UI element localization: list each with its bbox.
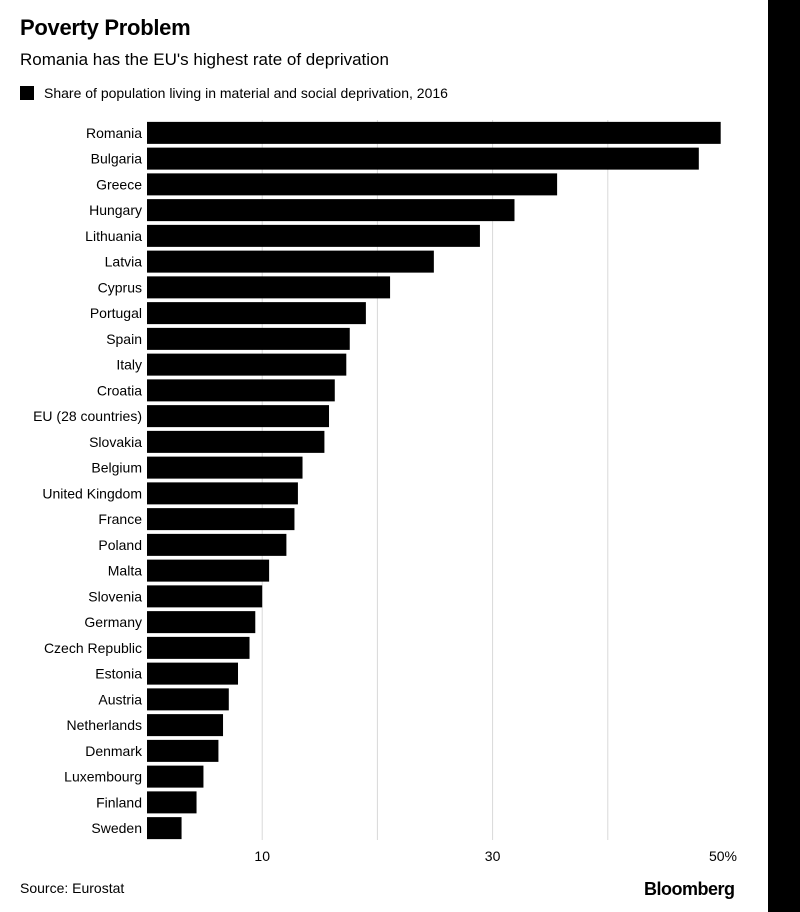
category-label-finland: Finland — [96, 794, 142, 810]
bar-austria — [147, 688, 229, 711]
category-label-luxembourg: Luxembourg — [64, 769, 142, 785]
category-label-cyprus: Cyprus — [98, 279, 142, 295]
bar-slovakia — [147, 430, 325, 453]
side-accent-bar — [768, 0, 800, 912]
x-tick-label-10: 10 — [254, 848, 270, 864]
bar-portugal — [147, 302, 366, 325]
category-label-slovenia: Slovenia — [88, 588, 142, 604]
category-label-slovakia: Slovakia — [89, 434, 142, 450]
bar-latvia — [147, 250, 434, 273]
category-label-greece: Greece — [96, 176, 142, 192]
x-tick-label-30: 30 — [485, 848, 501, 864]
bar-netherlands — [147, 714, 224, 737]
category-label-malta: Malta — [108, 563, 142, 579]
category-label-sweden: Sweden — [91, 820, 142, 836]
legend-swatch — [20, 86, 34, 100]
bar-belgium — [147, 456, 303, 479]
category-label-austria: Austria — [98, 691, 142, 707]
legend: Share of population living in material a… — [20, 85, 448, 101]
bar-estonia — [147, 662, 239, 685]
category-label-czech-republic: Czech Republic — [44, 640, 142, 656]
category-label-denmark: Denmark — [85, 743, 143, 759]
legend-label: Share of population living in material a… — [44, 85, 448, 101]
category-label-croatia: Croatia — [97, 382, 142, 398]
bar-hungary — [147, 199, 515, 222]
bar-czech-republic — [147, 636, 250, 659]
bar-romania — [147, 121, 721, 144]
bar-germany — [147, 611, 256, 634]
bar-cyprus — [147, 276, 391, 299]
source-note: Source: Eurostat — [20, 880, 125, 896]
bar-sweden — [147, 817, 182, 840]
bloomberg-logo: Bloomberg — [644, 879, 735, 899]
bar-eu-28-countries — [147, 405, 330, 428]
bar-bulgaria — [147, 147, 699, 170]
bar-greece — [147, 173, 558, 196]
bar-malta — [147, 559, 270, 582]
bar-slovenia — [147, 585, 263, 608]
chart-subtitle: Romania has the EU's highest rate of dep… — [20, 50, 389, 69]
bar-poland — [147, 533, 287, 556]
bar-france — [147, 508, 295, 531]
category-label-netherlands: Netherlands — [67, 717, 143, 733]
category-label-portugal: Portugal — [90, 305, 142, 321]
category-label-latvia: Latvia — [105, 254, 143, 270]
category-label-bulgaria: Bulgaria — [91, 151, 143, 167]
category-label-poland: Poland — [98, 537, 142, 553]
category-label-romania: Romania — [86, 125, 142, 141]
bar-croatia — [147, 379, 335, 402]
x-tick-label-50: 50% — [709, 848, 737, 864]
bar-luxembourg — [147, 765, 204, 788]
chart-title: Poverty Problem — [20, 15, 191, 40]
category-label-italy: Italy — [116, 357, 142, 373]
bar-lithuania — [147, 224, 480, 247]
bar-denmark — [147, 739, 219, 762]
category-label-estonia: Estonia — [95, 666, 142, 682]
category-label-lithuania: Lithuania — [85, 228, 142, 244]
category-label-france: France — [98, 511, 142, 527]
category-label-hungary: Hungary — [89, 202, 142, 218]
bar-spain — [147, 327, 350, 350]
bar-chart: Romania Bulgaria Greece Hungary Lithuania Lat… — [33, 120, 737, 864]
category-label-united-kingdom: United Kingdom — [42, 485, 142, 501]
category-label-belgium: Belgium — [91, 460, 142, 476]
bar-italy — [147, 353, 347, 376]
bar-finland — [147, 791, 197, 814]
category-label-eu-28-countries: EU (28 countries) — [33, 408, 142, 424]
category-label-germany: Germany — [84, 614, 142, 630]
category-label-spain: Spain — [106, 331, 142, 347]
bar-united-kingdom — [147, 482, 298, 505]
